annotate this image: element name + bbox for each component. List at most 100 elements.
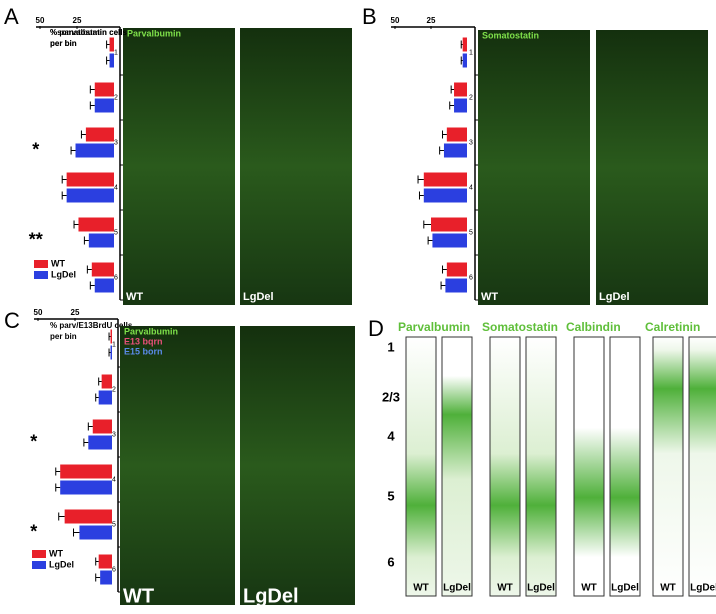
bin-label: 6 [469, 274, 473, 281]
column-label: LgDel [527, 583, 555, 594]
bin-label: 4 [112, 476, 116, 483]
bar [85, 127, 114, 142]
bar [110, 329, 112, 344]
error-bar [95, 557, 99, 566]
bar [446, 262, 467, 277]
bar [92, 419, 112, 434]
error-bar [449, 101, 455, 110]
error-bar [87, 422, 93, 431]
bar [109, 53, 114, 68]
bar [64, 509, 112, 524]
layer-column [489, 336, 521, 597]
bar [110, 345, 112, 360]
legend-label: WT [49, 548, 63, 558]
layer-label: 6 [387, 554, 394, 569]
x-tick-label: 50 [36, 16, 45, 25]
column-header: Parvalbumin [398, 320, 470, 334]
bar [75, 143, 114, 158]
error-bar [108, 348, 111, 357]
x-tick-label: 25 [71, 308, 80, 317]
panel-letter: D [368, 316, 384, 341]
layer-column [525, 336, 557, 597]
bar [432, 233, 467, 248]
bar [445, 278, 467, 293]
column-label: WT [413, 583, 429, 594]
column-label: WT [497, 583, 513, 594]
bar [88, 435, 112, 450]
error-bar [89, 85, 95, 94]
image-label: Somatostatin [482, 30, 539, 40]
bin-label: 2 [469, 94, 473, 101]
micrograph [596, 30, 708, 305]
legend-swatch [32, 561, 46, 569]
bin-label: 6 [114, 274, 118, 281]
bin-label: 5 [112, 521, 116, 528]
axis-label: % parv/E13BrdU cells [50, 321, 133, 330]
legend-swatch [34, 271, 48, 279]
error-bar [460, 40, 463, 49]
legend-label: LgDel [49, 559, 74, 569]
error-bar [61, 191, 67, 200]
micrograph [123, 28, 235, 305]
bin-label: 3 [114, 139, 118, 146]
error-bar [423, 220, 431, 229]
layer-column [573, 336, 605, 597]
micrograph [240, 28, 352, 305]
panel-letter: B [362, 4, 377, 29]
error-bar [450, 85, 455, 94]
bar [423, 188, 467, 203]
image-column-label: LgDel [243, 585, 299, 607]
error-bar [417, 175, 424, 184]
bar [446, 127, 467, 142]
significance-marker: * [30, 431, 37, 451]
bin-label: 1 [112, 341, 116, 348]
error-bar [80, 130, 86, 139]
error-bar [442, 130, 447, 139]
x-tick-label: 50 [391, 16, 400, 25]
image-label: Parvalbumin [127, 28, 181, 38]
layer-label: 2/3 [382, 389, 400, 404]
layer-label: 4 [387, 428, 395, 443]
error-bar [55, 483, 61, 492]
bar [109, 37, 114, 52]
micrograph [120, 326, 235, 605]
bin-label: 5 [114, 229, 118, 236]
error-bar [106, 40, 110, 49]
axis-label: per bin [50, 332, 77, 341]
layer-column [609, 336, 641, 597]
bar [98, 390, 112, 405]
error-bar [427, 236, 433, 245]
column-label: WT [660, 583, 676, 594]
bar [94, 82, 114, 97]
x-tick-label: 25 [427, 16, 436, 25]
column-label: LgDel [611, 583, 639, 594]
error-bar [86, 265, 92, 274]
image-label: E15 born [124, 346, 163, 356]
bar [94, 278, 114, 293]
error-bar [73, 220, 79, 229]
error-bar [418, 191, 424, 200]
micrograph [478, 30, 590, 305]
column-label: LgDel [690, 583, 716, 594]
layer-column [688, 336, 716, 597]
bar [60, 464, 112, 479]
error-bar [73, 528, 80, 537]
layer-column [405, 336, 437, 597]
bar [462, 37, 467, 52]
error-bar [108, 332, 111, 341]
error-bar [442, 265, 447, 274]
significance-marker: * [30, 521, 37, 541]
error-bar [89, 281, 95, 290]
error-bar [440, 281, 446, 290]
bin-label: 1 [469, 49, 473, 56]
image-column-label: LgDel [599, 291, 630, 303]
error-bar [89, 101, 95, 110]
error-bar [55, 467, 61, 476]
x-tick-label: 25 [73, 16, 82, 25]
image-column-label: WT [481, 291, 498, 303]
x-tick-label: 50 [34, 308, 43, 317]
error-bar [439, 146, 444, 155]
image-column-label: WT [126, 291, 143, 303]
significance-marker: ** [29, 229, 43, 249]
axis-label: % parvalbumin cells [50, 28, 127, 37]
